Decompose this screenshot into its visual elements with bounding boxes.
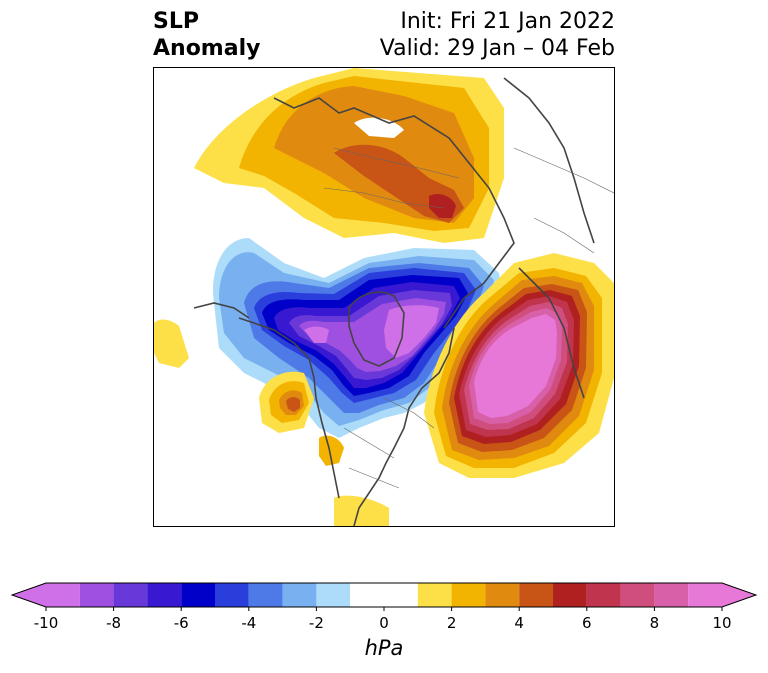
alaska-coast (193, 302, 250, 319)
colorbar-bin (113, 583, 148, 607)
colorbar-bin (282, 583, 317, 607)
colorbar-tick-label: 6 (582, 614, 592, 632)
sw-high (154, 319, 189, 368)
anomaly-map (154, 68, 614, 526)
south-high (334, 495, 389, 526)
title-line-variable: SLP (153, 9, 199, 34)
colorbar-bin (654, 583, 689, 607)
eurasia-coast (273, 97, 515, 329)
pacific-northwest-high (154, 319, 389, 526)
colorbar-under-arrow (12, 583, 46, 607)
init-date: Init: Fri 21 Jan 2022 (400, 9, 615, 34)
atl-high-9 (474, 314, 557, 418)
colorbar-bin (79, 583, 114, 607)
colorbar-bin (553, 583, 587, 607)
border-lines-2 (343, 427, 395, 459)
border-lines-1 (383, 397, 435, 429)
colorbar-bins (46, 583, 722, 607)
border-lines-6 (533, 217, 595, 254)
low-10 (384, 305, 439, 358)
colorbar-bin (46, 583, 80, 607)
colorbar-tick-label: -4 (241, 614, 257, 632)
colorbar-bin (451, 583, 486, 607)
colorbar-bin (316, 583, 351, 607)
valid-range: Valid: 29 Jan – 04 Feb (379, 36, 615, 61)
colorbar-units: hPa (364, 636, 404, 660)
map-title: SLP Anomaly (153, 8, 260, 62)
borders (323, 147, 614, 489)
border-lines-7 (348, 467, 400, 489)
colorbar (10, 582, 758, 611)
border-lines-3 (323, 187, 445, 209)
north-atlantic-high (424, 253, 614, 478)
asia-east-coast (503, 77, 595, 244)
border-lines-5 (513, 147, 614, 194)
colorbar-tick-label: 4 (514, 614, 524, 632)
pnw-high-4 (286, 397, 300, 412)
colorbar-bin (215, 583, 249, 607)
colorbar-tick-label: 2 (446, 614, 457, 632)
colorbar-bin (586, 583, 621, 607)
colorbar-tick-label: -10 (33, 614, 59, 632)
colorbar-bin (248, 583, 283, 607)
colorbar-tick-label: -8 (106, 614, 122, 632)
colorbar-tick-label: -2 (308, 614, 324, 632)
colorbar-bin (519, 583, 553, 607)
europe-coast (518, 267, 585, 399)
colorbar-bin (181, 583, 215, 607)
title-line-field: Anomaly (153, 36, 261, 61)
colorbar-bin (147, 583, 182, 607)
colorbar-bin (620, 583, 655, 607)
colorbar-tick-label: 8 (649, 614, 660, 632)
colorbar-bin (688, 583, 722, 607)
eurasia-high-5 (429, 194, 456, 218)
greenland-coast (348, 291, 405, 367)
colorbar-bin (350, 583, 418, 607)
central-high (319, 435, 344, 466)
colorbar-bin (417, 583, 452, 607)
colorbar-ticks (45, 607, 723, 611)
colorbar-tick-label: -6 (173, 614, 189, 632)
colorbar-over-arrow (722, 583, 756, 607)
north-america-coast (353, 327, 455, 526)
west-coast (238, 317, 340, 499)
low-10b (304, 326, 329, 343)
colorbar-tick-label: 10 (712, 614, 732, 632)
map-dates: Init: Fri 21 Jan 2022 Valid: 29 Jan – 04… (380, 8, 615, 62)
colorbar-tick-label: 0 (379, 614, 389, 632)
colorbar-bin (485, 583, 520, 607)
coastlines (193, 77, 595, 526)
border-lines-4 (333, 147, 460, 179)
eurasia-high (194, 68, 504, 243)
map-panel (153, 67, 615, 527)
